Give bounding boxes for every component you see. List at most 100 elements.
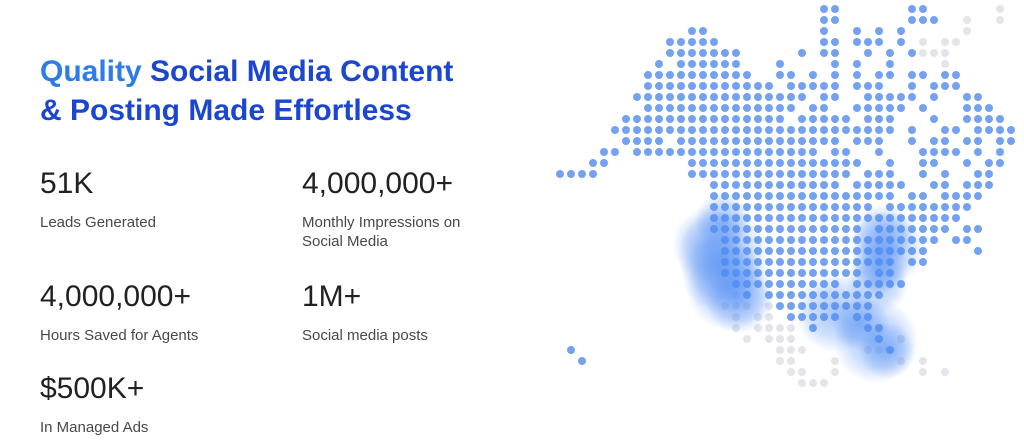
map-dot <box>930 49 938 57</box>
map-dot <box>831 82 839 90</box>
map-dot <box>809 71 817 79</box>
map-dot <box>765 181 773 189</box>
map-dot <box>853 269 861 277</box>
map-dot <box>743 203 751 211</box>
map-dot <box>798 192 806 200</box>
map-dot <box>732 49 740 57</box>
map-dot <box>842 225 850 233</box>
map-dot <box>765 214 773 222</box>
stat-managed-ads: $500K+ In Managed Ads <box>40 373 290 437</box>
map-dot <box>875 214 883 222</box>
map-dot <box>930 214 938 222</box>
map-dot <box>820 38 828 46</box>
map-dot <box>677 104 685 112</box>
map-dot <box>798 159 806 167</box>
map-dot <box>974 192 982 200</box>
map-dot <box>864 313 872 321</box>
map-dot <box>941 203 949 211</box>
map-dot <box>853 192 861 200</box>
map-dot <box>919 203 927 211</box>
map-dot <box>908 5 916 13</box>
map-dot <box>809 148 817 156</box>
map-dot <box>963 27 971 35</box>
map-dot <box>699 27 707 35</box>
map-dot <box>776 93 784 101</box>
map-dot <box>809 280 817 288</box>
map-dot <box>853 60 861 68</box>
map-dot <box>842 115 850 123</box>
map-dot <box>853 38 861 46</box>
stat-value: 1M+ <box>302 280 362 313</box>
map-dot <box>864 82 872 90</box>
map-dot <box>732 126 740 134</box>
map-dot <box>974 181 982 189</box>
map-dot <box>765 324 773 332</box>
map-dot <box>754 203 762 211</box>
map-hotspot-glow <box>851 204 914 267</box>
map-dot <box>930 159 938 167</box>
map-dot <box>820 115 828 123</box>
map-dot <box>963 203 971 211</box>
map-dot <box>787 346 795 354</box>
map-dot <box>710 126 718 134</box>
map-dot <box>974 137 982 145</box>
map-dot <box>732 269 740 277</box>
map-dot <box>776 225 784 233</box>
map-dot <box>798 368 806 376</box>
map-dot <box>831 126 839 134</box>
map-dot <box>699 38 707 46</box>
map-dot <box>864 214 872 222</box>
map-dot <box>820 313 828 321</box>
map-dot <box>787 335 795 343</box>
map-dot <box>996 159 1004 167</box>
map-dot <box>820 49 828 57</box>
map-dot <box>677 71 685 79</box>
map-dot <box>732 82 740 90</box>
map-dot <box>886 203 894 211</box>
map-dot <box>743 82 751 90</box>
map-dot <box>688 27 696 35</box>
map-dot <box>732 170 740 178</box>
map-dot <box>908 49 916 57</box>
map-dot <box>688 38 696 46</box>
map-dot <box>941 49 949 57</box>
map-dot <box>699 159 707 167</box>
map-dot <box>886 159 894 167</box>
map-dot <box>677 137 685 145</box>
map-dot <box>886 247 894 255</box>
map-dot <box>974 225 982 233</box>
map-dot <box>765 115 773 123</box>
map-dot <box>677 60 685 68</box>
map-dot <box>798 269 806 277</box>
map-dot <box>908 16 916 24</box>
map-dot <box>853 247 861 255</box>
map-dot <box>875 280 883 288</box>
map-dot <box>875 258 883 266</box>
map-dot <box>897 181 905 189</box>
map-dot <box>765 225 773 233</box>
map-dot <box>831 225 839 233</box>
map-dot <box>688 159 696 167</box>
map-dot <box>886 170 894 178</box>
map-dot <box>985 159 993 167</box>
map-dot <box>754 126 762 134</box>
map-dot <box>721 225 729 233</box>
map-dot <box>677 148 685 156</box>
map-dot <box>798 148 806 156</box>
map-dot <box>666 38 674 46</box>
map-dot <box>886 49 894 57</box>
map-dot <box>743 93 751 101</box>
map-dot <box>644 82 652 90</box>
map-dot <box>798 280 806 288</box>
map-dot <box>743 115 751 123</box>
map-dot <box>765 258 773 266</box>
map-dot <box>765 269 773 277</box>
stat-value: 4,000,000+ <box>40 280 191 313</box>
map-dot <box>787 368 795 376</box>
map-dot <box>798 258 806 266</box>
map-dot <box>864 236 872 244</box>
map-dot <box>930 115 938 123</box>
map-dot <box>765 104 773 112</box>
map-dot <box>941 60 949 68</box>
map-dot <box>732 258 740 266</box>
